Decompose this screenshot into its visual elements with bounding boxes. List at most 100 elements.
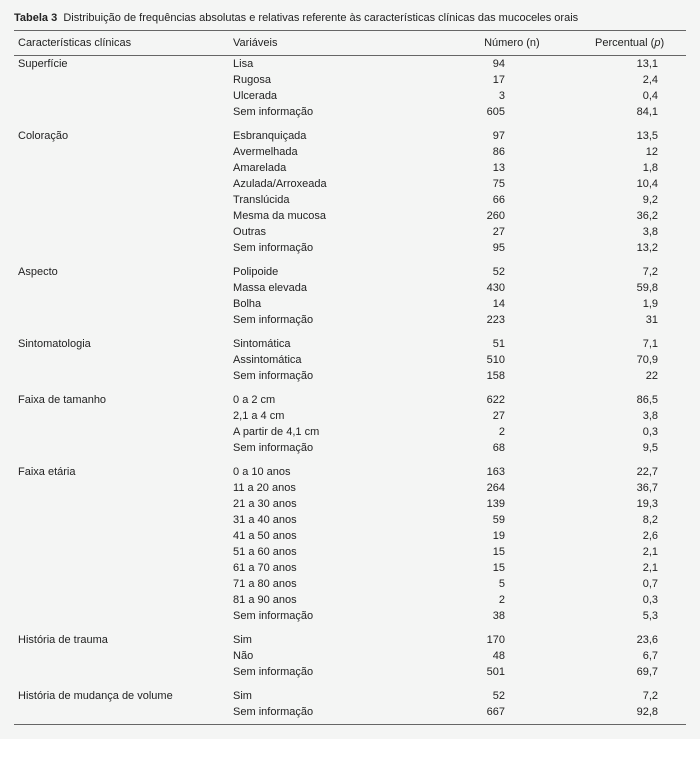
cell-percent: 59,8 bbox=[565, 280, 686, 296]
table-row: 31 a 40 anos598,2 bbox=[14, 512, 686, 528]
cell-characteristic bbox=[14, 408, 229, 424]
cell-characteristic bbox=[14, 88, 229, 104]
data-table: Características clínicas Variáveis Númer… bbox=[14, 30, 686, 725]
cell-number: 97 bbox=[444, 120, 565, 144]
cell-number: 19 bbox=[444, 528, 565, 544]
cell-number: 501 bbox=[444, 664, 565, 680]
cell-number: 13 bbox=[444, 160, 565, 176]
cell-characteristic bbox=[14, 528, 229, 544]
cell-characteristic bbox=[14, 104, 229, 120]
cell-characteristic: Superfície bbox=[14, 56, 229, 73]
table-row: Massa elevada43059,8 bbox=[14, 280, 686, 296]
cell-variable: Sem informação bbox=[229, 664, 444, 680]
cell-characteristic bbox=[14, 312, 229, 328]
cell-variable: Mesma da mucosa bbox=[229, 208, 444, 224]
cell-percent: 12 bbox=[565, 144, 686, 160]
table-row: Ulcerada30,4 bbox=[14, 88, 686, 104]
cell-characteristic bbox=[14, 648, 229, 664]
cell-characteristic bbox=[14, 664, 229, 680]
cell-variable: A partir de 4,1 cm bbox=[229, 424, 444, 440]
cell-percent: 69,7 bbox=[565, 664, 686, 680]
cell-variable: Outras bbox=[229, 224, 444, 240]
cell-characteristic: História de mudança de volume bbox=[14, 680, 229, 704]
cell-variable: Amarelada bbox=[229, 160, 444, 176]
cell-percent: 7,2 bbox=[565, 680, 686, 704]
table-row: 11 a 20 anos26436,7 bbox=[14, 480, 686, 496]
table-row: Sem informação22331 bbox=[14, 312, 686, 328]
table-container: Tabela 3 Distribuição de frequências abs… bbox=[0, 0, 700, 739]
cell-variable: Esbranquiçada bbox=[229, 120, 444, 144]
cell-characteristic: Coloração bbox=[14, 120, 229, 144]
cell-variable: Sem informação bbox=[229, 240, 444, 256]
cell-variable: Rugosa bbox=[229, 72, 444, 88]
cell-characteristic bbox=[14, 496, 229, 512]
cell-number: 264 bbox=[444, 480, 565, 496]
cell-variable: 0 a 10 anos bbox=[229, 456, 444, 480]
cell-characteristic: Aspecto bbox=[14, 256, 229, 280]
cell-percent: 2,6 bbox=[565, 528, 686, 544]
cell-number: 59 bbox=[444, 512, 565, 528]
cell-characteristic bbox=[14, 480, 229, 496]
cell-characteristic bbox=[14, 160, 229, 176]
cell-number: 510 bbox=[444, 352, 565, 368]
cell-variable: Sem informação bbox=[229, 608, 444, 624]
cell-number: 3 bbox=[444, 88, 565, 104]
cell-number: 158 bbox=[444, 368, 565, 384]
cell-number: 139 bbox=[444, 496, 565, 512]
cell-number: 622 bbox=[444, 384, 565, 408]
cell-variable: Massa elevada bbox=[229, 280, 444, 296]
cell-number: 170 bbox=[444, 624, 565, 648]
cell-number: 430 bbox=[444, 280, 565, 296]
caption-text: Distribuição de frequências absolutas e … bbox=[63, 12, 578, 24]
cell-percent: 7,2 bbox=[565, 256, 686, 280]
cell-number: 94 bbox=[444, 56, 565, 73]
table-row: ColoraçãoEsbranquiçada9713,5 bbox=[14, 120, 686, 144]
cell-characteristic bbox=[14, 352, 229, 368]
table-row: Translúcida669,2 bbox=[14, 192, 686, 208]
table-row: A partir de 4,1 cm20,3 bbox=[14, 424, 686, 440]
header-percent-suffix: ) bbox=[660, 37, 664, 49]
cell-variable: Lisa bbox=[229, 56, 444, 73]
cell-variable: Translúcida bbox=[229, 192, 444, 208]
header-percent-prefix: Percentual ( bbox=[595, 37, 654, 49]
cell-number: 15 bbox=[444, 560, 565, 576]
cell-characteristic bbox=[14, 368, 229, 384]
cell-variable: Polipoide bbox=[229, 256, 444, 280]
cell-number: 223 bbox=[444, 312, 565, 328]
cell-characteristic bbox=[14, 144, 229, 160]
cell-percent: 92,8 bbox=[565, 704, 686, 725]
cell-characteristic: Faixa etária bbox=[14, 456, 229, 480]
cell-number: 260 bbox=[444, 208, 565, 224]
cell-variable: 51 a 60 anos bbox=[229, 544, 444, 560]
cell-characteristic bbox=[14, 176, 229, 192]
cell-percent: 9,2 bbox=[565, 192, 686, 208]
cell-variable: 21 a 30 anos bbox=[229, 496, 444, 512]
table-row: Rugosa172,4 bbox=[14, 72, 686, 88]
cell-number: 14 bbox=[444, 296, 565, 312]
cell-number: 27 bbox=[444, 408, 565, 424]
cell-percent: 23,6 bbox=[565, 624, 686, 648]
cell-variable: Azulada/Arroxeada bbox=[229, 176, 444, 192]
cell-number: 605 bbox=[444, 104, 565, 120]
cell-percent: 1,8 bbox=[565, 160, 686, 176]
cell-characteristic: Faixa de tamanho bbox=[14, 384, 229, 408]
cell-variable: Não bbox=[229, 648, 444, 664]
table-row: Sem informação50169,7 bbox=[14, 664, 686, 680]
header-number: Número (n) bbox=[444, 31, 565, 56]
table-row: Faixa de tamanho0 a 2 cm62286,5 bbox=[14, 384, 686, 408]
cell-percent: 10,4 bbox=[565, 176, 686, 192]
cell-number: 27 bbox=[444, 224, 565, 240]
cell-number: 95 bbox=[444, 240, 565, 256]
cell-percent: 5,3 bbox=[565, 608, 686, 624]
cell-characteristic: História de trauma bbox=[14, 624, 229, 648]
table-row: Sem informação9513,2 bbox=[14, 240, 686, 256]
cell-characteristic bbox=[14, 576, 229, 592]
table-row: 71 a 80 anos50,7 bbox=[14, 576, 686, 592]
cell-characteristic bbox=[14, 208, 229, 224]
cell-number: 75 bbox=[444, 176, 565, 192]
table-row: Outras273,8 bbox=[14, 224, 686, 240]
table-row: 81 a 90 anos20,3 bbox=[14, 592, 686, 608]
cell-variable: Sintomática bbox=[229, 328, 444, 352]
cell-characteristic bbox=[14, 280, 229, 296]
cell-percent: 6,7 bbox=[565, 648, 686, 664]
